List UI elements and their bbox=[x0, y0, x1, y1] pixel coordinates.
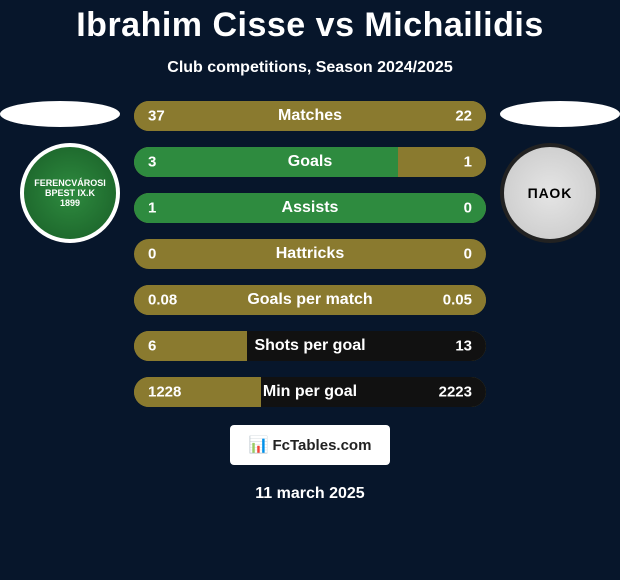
stat-value-left: 37 bbox=[148, 108, 165, 125]
club-crest-right: ΠΑΟΚ bbox=[500, 143, 600, 243]
stat-value-right: 1 bbox=[464, 154, 472, 171]
stat-value-right: 0 bbox=[464, 200, 472, 217]
halo-right bbox=[500, 101, 620, 127]
club-crest-left: FERENCVÁROSI BPEST IX.K 1899 bbox=[20, 143, 120, 243]
page-title: Ibrahim Cisse vs Michailidis bbox=[0, 0, 620, 45]
stat-bar: 6 Shots per goal 13 bbox=[134, 331, 486, 361]
halo-left bbox=[0, 101, 120, 127]
stat-bar: 1 Assists 0 bbox=[134, 193, 486, 223]
stat-value-left: 1 bbox=[148, 200, 156, 217]
bar-fill-left bbox=[134, 147, 398, 177]
stat-value-right: 2223 bbox=[439, 384, 472, 401]
stat-bar: 0.08 Goals per match 0.05 bbox=[134, 285, 486, 315]
stat-value-left: 3 bbox=[148, 154, 156, 171]
stat-label: Matches bbox=[278, 107, 342, 125]
date-label: 11 march 2025 bbox=[0, 485, 620, 503]
stat-label: Hattricks bbox=[276, 245, 344, 263]
stat-value-right: 0 bbox=[464, 246, 472, 263]
stat-value-right: 0.05 bbox=[443, 292, 472, 309]
stat-label: Shots per goal bbox=[254, 337, 365, 355]
stat-bar: 1228 Min per goal 2223 bbox=[134, 377, 486, 407]
stat-bar: 3 Goals 1 bbox=[134, 147, 486, 177]
crest-left-text: FERENCVÁROSI BPEST IX.K 1899 bbox=[34, 178, 106, 208]
chart-icon: 📊 bbox=[249, 435, 269, 455]
stat-bars: 37 Matches 22 3 Goals 1 1 Assists 0 0 Hattricks 0 0.… bbox=[134, 101, 486, 407]
stat-label: Goals bbox=[288, 153, 332, 171]
stat-label: Assists bbox=[282, 199, 339, 217]
stat-value-left: 0.08 bbox=[148, 292, 177, 309]
comparison-panel: FERENCVÁROSI BPEST IX.K 1899 ΠΑΟΚ 37 Matc… bbox=[0, 101, 620, 503]
stat-value-left: 6 bbox=[148, 338, 156, 355]
source-logo: 📊 FcTables.com bbox=[230, 425, 390, 465]
stat-value-right: 22 bbox=[455, 108, 472, 125]
crest-left-line1: FERENCVÁROSI bbox=[34, 178, 106, 188]
stat-value-left: 0 bbox=[148, 246, 156, 263]
stat-label: Min per goal bbox=[263, 383, 357, 401]
stat-bar: 0 Hattricks 0 bbox=[134, 239, 486, 269]
stat-value-left: 1228 bbox=[148, 384, 181, 401]
crest-right-text: ΠΑΟΚ bbox=[528, 185, 573, 201]
stat-value-right: 13 bbox=[455, 338, 472, 355]
subtitle: Club competitions, Season 2024/2025 bbox=[0, 59, 620, 77]
stat-label: Goals per match bbox=[247, 291, 372, 309]
stat-bar: 37 Matches 22 bbox=[134, 101, 486, 131]
logo-text: FcTables.com bbox=[273, 437, 372, 454]
crest-left-line3: 1899 bbox=[34, 198, 106, 208]
crest-left-line2: BPEST IX.K bbox=[34, 188, 106, 198]
bar-fill-right bbox=[398, 147, 486, 177]
